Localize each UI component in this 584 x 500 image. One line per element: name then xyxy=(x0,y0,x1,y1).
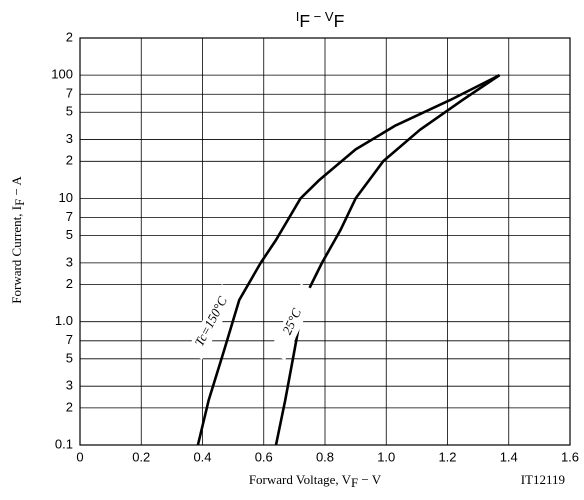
y-tick-label: 3 xyxy=(66,254,73,269)
y-tick-label: 10 xyxy=(59,190,73,205)
y-tick-label: 3 xyxy=(66,131,73,146)
chart-title-part: − V xyxy=(310,9,334,24)
chart-title-part: I xyxy=(296,9,300,24)
x-axis-label-part: F xyxy=(351,476,358,490)
y-tick-label: 5 xyxy=(66,227,73,242)
y-tick-label: 5 xyxy=(66,350,73,365)
x-axis-label-part: Forward Voltage, V xyxy=(249,472,352,487)
y-tick-label: 2 xyxy=(66,399,73,414)
y-tick-label: 7 xyxy=(66,86,73,101)
y-tick-label: 1.0 xyxy=(55,313,73,328)
chart-title-part: F xyxy=(334,11,345,31)
figure-id: IT12119 xyxy=(521,472,565,487)
x-tick-label: 0.4 xyxy=(193,449,211,464)
x-tick-label: 1.4 xyxy=(500,449,518,464)
x-tick-label: 0.8 xyxy=(316,449,334,464)
y-tick-label: 7 xyxy=(66,332,73,347)
y-tick-label: 2 xyxy=(66,276,73,291)
plot-frame xyxy=(79,37,571,446)
x-tick-label: 0 xyxy=(76,449,83,464)
x-axis-label: Forward Voltage, VF − V xyxy=(249,472,382,490)
y-tick-label: 3 xyxy=(66,378,73,393)
chart-title-part: F xyxy=(299,11,310,31)
x-tick-label: 1.0 xyxy=(377,449,395,464)
series-label-bg xyxy=(186,284,238,360)
y-tick-label: 7 xyxy=(66,209,73,224)
series-line xyxy=(196,73,501,446)
y-axis-label-part: F xyxy=(13,199,27,206)
x-tick-label: 1.2 xyxy=(438,449,456,464)
y-tick-label: 100 xyxy=(51,67,73,82)
series-label-bg xyxy=(268,283,318,361)
y-tick-label: 2 xyxy=(66,29,73,44)
x-tick-label: 0.6 xyxy=(255,449,273,464)
x-tick-label: 0.2 xyxy=(132,449,150,464)
series-line xyxy=(274,74,501,446)
x-axis-label-part: − V xyxy=(358,472,382,487)
y-axis-label: Forward Current, IF − A xyxy=(9,176,27,304)
y-tick-label: 5 xyxy=(66,104,73,119)
y-axis-label-part: − A xyxy=(9,176,24,199)
chart-title: IF − VF xyxy=(296,9,345,31)
x-tick-label: 1.6 xyxy=(561,449,579,464)
y-tick-label: 0.1 xyxy=(55,436,73,451)
y-tick-label: 2 xyxy=(66,153,73,168)
y-axis-label-part: Forward Current, I xyxy=(9,206,24,304)
